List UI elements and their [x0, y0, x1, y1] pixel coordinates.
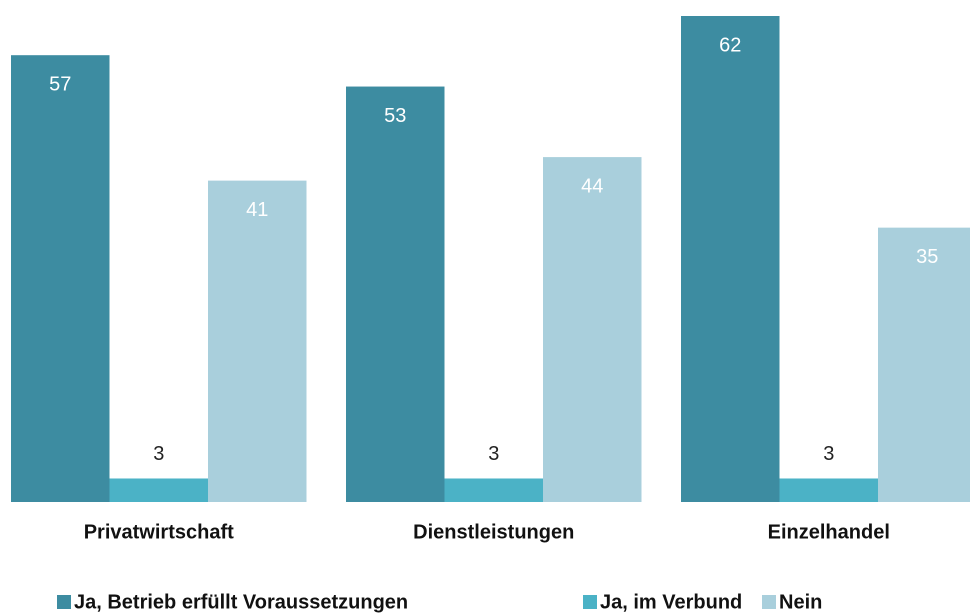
- x-tick-label: Privatwirtschaft: [84, 521, 234, 543]
- x-tick-label: Dienstleistungen: [413, 521, 574, 543]
- legend-swatch: [583, 595, 597, 609]
- data-label: 3: [488, 443, 499, 465]
- data-label: 44: [581, 175, 603, 197]
- legend-swatch: [762, 595, 776, 609]
- legend-label: Nein: [779, 591, 822, 613]
- bar: [444, 478, 543, 502]
- legend-label: Ja, Betrieb erfüllt Voraussetzungen: [74, 591, 408, 613]
- bar: [208, 180, 307, 502]
- legend-swatch: [57, 595, 71, 609]
- bar: [779, 478, 878, 502]
- data-label: 41: [246, 199, 268, 221]
- legend-label: Ja, im Verbund: [600, 591, 742, 613]
- data-label: 53: [384, 105, 406, 127]
- data-label: 57: [49, 73, 71, 95]
- bar: [878, 227, 970, 503]
- bar: [543, 157, 642, 502]
- data-label: 3: [153, 443, 164, 465]
- bar: [11, 55, 110, 503]
- x-tick-label: Einzelhandel: [768, 521, 890, 543]
- bar: [346, 86, 445, 502]
- bar: [681, 16, 780, 502]
- data-label: 35: [916, 246, 938, 268]
- data-label: 3: [823, 443, 834, 465]
- bar: [109, 478, 208, 502]
- data-label: 62: [719, 34, 741, 56]
